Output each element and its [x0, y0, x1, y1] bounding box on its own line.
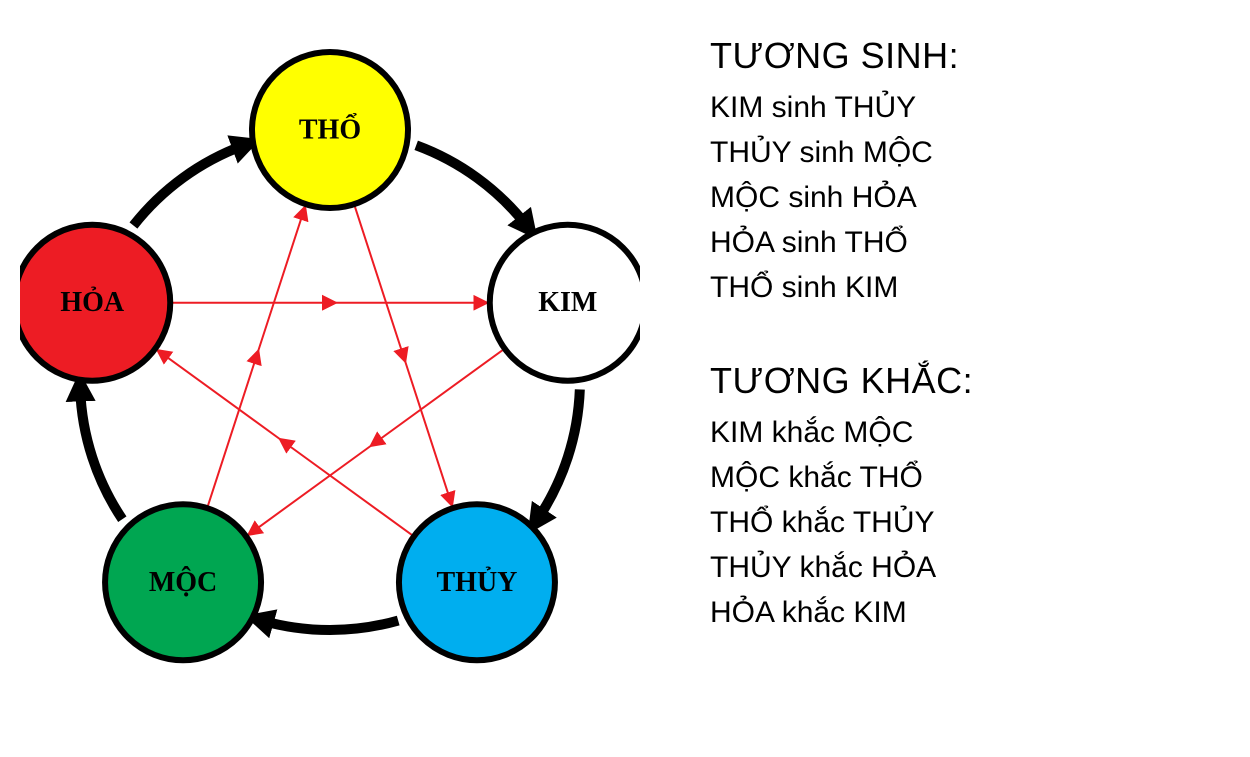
element-label-tho: THỔ: [299, 114, 361, 146]
element-label-thuy: THỦY: [436, 567, 517, 598]
tuong-sinh-header: TƯƠNG SINH:: [710, 35, 1210, 77]
element-label-kim: KIM: [538, 287, 597, 318]
outer-arc-arrow: [80, 389, 122, 519]
outer-arc-arrow: [538, 389, 580, 519]
tuong-sinh-rules-list: KIM sinh THỦYTHỦY sinh MỘCMỘC sinh HỎAHỎ…: [710, 85, 1210, 310]
rule-line: KIM sinh THỦY: [710, 85, 1210, 130]
rule-line: HỎA sinh THỔ: [710, 220, 1210, 265]
tuong-khac-rules-list: KIM khắc MỘCMỘC khắc THỔTHỔ khắc THỦYTHỦ…: [710, 410, 1210, 635]
inner-star-arrow: [355, 206, 453, 506]
inner-star-arrow: [208, 206, 306, 506]
rules-panel: TƯƠNG SINH: KIM sinh THỦYTHỦY sinh MỘCMỘ…: [710, 35, 1210, 635]
tuong-khac-header: TƯƠNG KHẮC:: [710, 360, 1210, 402]
outer-arc-arrow: [133, 145, 243, 225]
rule-line: THỦY khắc HỎA: [710, 545, 1210, 590]
rule-line: MỘC khắc THỔ: [710, 455, 1210, 500]
rule-line: THỔ khắc THỦY: [710, 500, 1210, 545]
outer-arc-arrow: [416, 145, 526, 225]
rule-line: MỘC sinh HỎA: [710, 175, 1210, 220]
outer-arc-arrow: [262, 621, 398, 630]
element-label-hoa: HỎA: [60, 287, 125, 318]
rule-line: HỎA khắc KIM: [710, 590, 1210, 635]
rule-line: KIM khắc MỘC: [710, 410, 1210, 455]
rule-line: THỔ sinh KIM: [710, 265, 1210, 310]
five-elements-diagram: THỔ KIM THỦY MỘC HỎA: [20, 20, 640, 720]
element-label-moc: MỘC: [149, 567, 217, 598]
rule-line: THỦY sinh MỘC: [710, 130, 1210, 175]
